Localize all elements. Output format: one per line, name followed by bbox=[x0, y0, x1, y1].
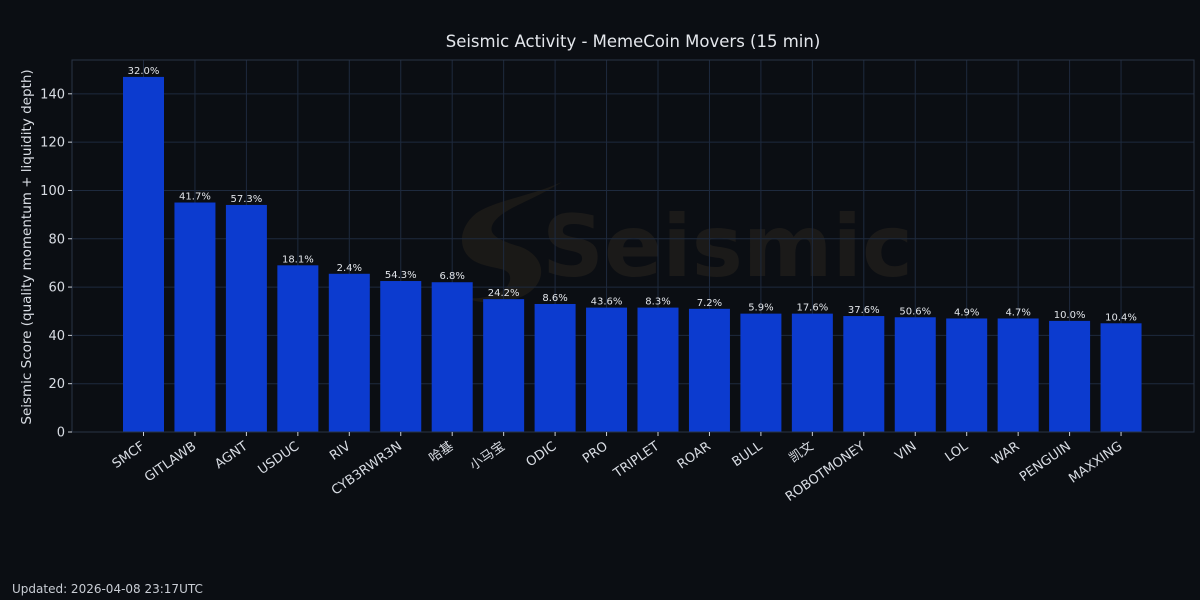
x-tick-label: PENGUIN bbox=[1017, 439, 1074, 485]
bar-MAXXING bbox=[1100, 323, 1142, 432]
bar-TRIPLET bbox=[637, 307, 679, 432]
x-tick-label: TRIPLET bbox=[610, 439, 662, 482]
bar-AGNT bbox=[225, 204, 267, 432]
bar-哈基 bbox=[431, 282, 473, 432]
x-tick-label: MAXXING bbox=[1066, 439, 1125, 487]
x-tick-label: SMCF bbox=[110, 439, 148, 472]
bar-value-label: 18.1% bbox=[282, 254, 314, 265]
bar-value-label: 43.6% bbox=[591, 297, 623, 308]
seismic-logo-mark bbox=[461, 182, 562, 303]
bar-ROBOTMONEY bbox=[843, 316, 885, 432]
bar-value-label: 8.6% bbox=[542, 293, 567, 304]
bar-value-label: 8.3% bbox=[645, 297, 670, 308]
bar-value-label: 10.0% bbox=[1054, 310, 1086, 321]
bar-value-label: 4.9% bbox=[954, 307, 979, 318]
x-tick-label: WAR bbox=[989, 439, 1022, 469]
bar-value-label: 10.4% bbox=[1105, 312, 1137, 323]
x-tick-label: LOL bbox=[943, 439, 972, 466]
x-tick-label: ROAR bbox=[675, 439, 714, 472]
bar-value-label: 50.6% bbox=[899, 306, 931, 317]
x-tick-label: 凯文 bbox=[787, 439, 817, 466]
chart-title: Seismic Activity - MemeCoin Movers (15 m… bbox=[446, 32, 821, 51]
x-tick-label: RIV bbox=[327, 439, 354, 464]
x-tick-label: BULL bbox=[730, 439, 766, 471]
bar-value-label: 41.7% bbox=[179, 192, 211, 203]
bar-RIV bbox=[328, 273, 370, 432]
bar-BULL bbox=[740, 313, 782, 432]
bar-VIN bbox=[894, 317, 936, 432]
y-tick-label: 20 bbox=[48, 377, 65, 392]
x-tick-label: 小马宝 bbox=[467, 439, 508, 474]
y-tick-label: 100 bbox=[40, 184, 65, 199]
bar-value-label: 32.0% bbox=[128, 66, 160, 77]
x-tick-label: ODIC bbox=[524, 439, 560, 470]
bar-value-label: 37.6% bbox=[848, 305, 880, 316]
x-tick-label: 哈基 bbox=[427, 439, 457, 466]
bar-凯文 bbox=[791, 313, 833, 432]
x-tick-label: GITLAWB bbox=[142, 439, 199, 485]
bar-value-label: 6.8% bbox=[439, 271, 464, 282]
x-tick-label: PRO bbox=[580, 439, 611, 467]
axes bbox=[71, 59, 1195, 433]
y-tick-label: 140 bbox=[40, 87, 65, 102]
y-tick-label: 120 bbox=[40, 136, 65, 151]
y-tick-label: 60 bbox=[48, 281, 65, 296]
bar-value-label: 24.2% bbox=[488, 288, 520, 299]
bar-GITLAWB bbox=[174, 202, 216, 432]
plot-frame bbox=[71, 59, 1195, 433]
y-tick-label: 40 bbox=[48, 329, 65, 344]
updated-timestamp: Updated: 2026-04-08 23:17UTC bbox=[12, 582, 203, 596]
watermark-text: Seismic bbox=[542, 197, 913, 297]
bar-WAR bbox=[997, 318, 1039, 432]
bar-PENGUIN bbox=[1049, 320, 1091, 432]
y-axis-label: Seismic Score (quality momentum + liquid… bbox=[19, 69, 35, 424]
x-tick-label: VIN bbox=[893, 439, 920, 464]
bars bbox=[123, 76, 1142, 432]
bar-PRO bbox=[586, 307, 628, 432]
bar-SMCF bbox=[123, 76, 164, 432]
bar-value-label: 17.6% bbox=[796, 303, 828, 314]
bar-LOL bbox=[946, 318, 988, 432]
bar-小马宝 bbox=[483, 299, 525, 432]
y-tick-labels: 0 20 40 60 80 100 120 140 bbox=[40, 87, 72, 441]
bar-value-label: 2.4% bbox=[337, 263, 362, 274]
bar-value-label: 4.7% bbox=[1005, 307, 1030, 318]
bar-value-labels: 32.0% 41.7% 57.3% 18.1% 2.4% 54.3% 6.8% 24.2% 8.… bbox=[128, 66, 1137, 323]
x-tick-label: USDUC bbox=[256, 439, 303, 478]
bar-USDUC bbox=[277, 265, 319, 432]
y-tick-label: 80 bbox=[48, 232, 65, 247]
bar-value-label: 54.3% bbox=[385, 270, 417, 281]
bar-value-label: 57.3% bbox=[231, 194, 263, 205]
seismic-watermark: Seismic bbox=[461, 182, 913, 303]
y-tick-label: 0 bbox=[57, 426, 65, 441]
bar-CYB3RWR3N bbox=[380, 281, 422, 432]
bar-value-label: 5.9% bbox=[748, 303, 773, 314]
bar-ROAR bbox=[688, 308, 730, 432]
x-tick-label: AGNT bbox=[212, 439, 250, 472]
bar-ODIC bbox=[534, 303, 576, 432]
bar-value-label: 7.2% bbox=[697, 298, 722, 309]
